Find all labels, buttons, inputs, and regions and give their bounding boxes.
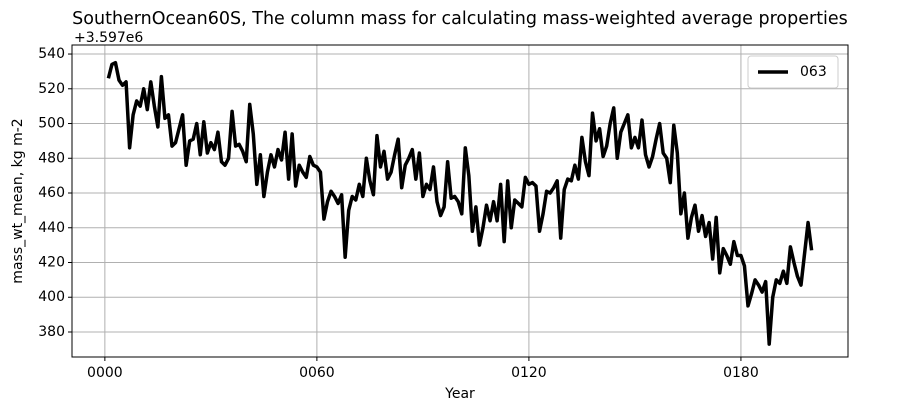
x-tick-label: 0060 bbox=[299, 365, 335, 381]
y-tick-label: 500 bbox=[38, 116, 65, 132]
chart-title: SouthernOcean60S, The column mass for ca… bbox=[72, 9, 848, 29]
axes-frame bbox=[71, 44, 849, 358]
y-tick-label: 380 bbox=[38, 324, 65, 340]
y-tick-label: 440 bbox=[38, 220, 65, 236]
data-line bbox=[106, 60, 814, 346]
legend-label: 063 bbox=[800, 64, 827, 80]
y-tick-label: 520 bbox=[38, 81, 65, 97]
x-tick-label: 0000 bbox=[87, 365, 123, 381]
y-tick-label: 400 bbox=[38, 289, 65, 305]
legend-box bbox=[747, 55, 839, 89]
y-tick-label: 480 bbox=[38, 150, 65, 166]
y-tick-label: 420 bbox=[38, 254, 65, 270]
x-tick-label: 0120 bbox=[511, 365, 547, 381]
x-tick-label: 0180 bbox=[723, 365, 759, 381]
y-axis-label: mass_wt_mean, kg m-2 bbox=[10, 118, 26, 283]
y-tick-label: 460 bbox=[38, 185, 65, 201]
y-offset-text: +3.597e6 bbox=[74, 30, 143, 46]
y-tick-label: 540 bbox=[38, 46, 65, 62]
x-axis-label: Year bbox=[444, 386, 475, 402]
